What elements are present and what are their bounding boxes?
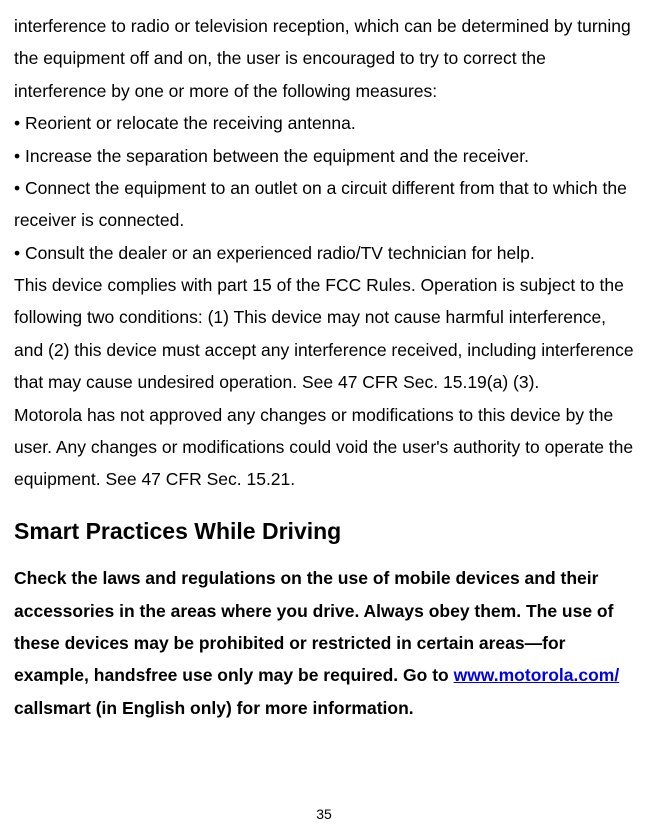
bold-text-post: (in English only) for more information. [96, 698, 414, 718]
bullet-separation: • Increase the separation between the eq… [14, 140, 640, 172]
document-body: interference to radio or television rece… [14, 10, 640, 724]
heading-smart-practices: Smart Practices While Driving [14, 510, 640, 553]
page-number: 35 [0, 806, 648, 822]
bullet-consult: • Consult the dealer or an experienced r… [14, 237, 640, 269]
paragraph-interference: interference to radio or television rece… [14, 10, 640, 107]
paragraph-fcc: This device complies with part 15 of the… [14, 269, 640, 399]
bullet-reorient: • Reorient or relocate the receiving ant… [14, 107, 640, 139]
link-motorola[interactable]: www.motorola.com/ [454, 665, 620, 685]
bullet-connect: • Connect the equipment to an outlet on … [14, 172, 640, 237]
bold-text-mid: callsmart [14, 698, 96, 718]
paragraph-motorola: Motorola has not approved any changes or… [14, 399, 640, 496]
paragraph-laws: Check the laws and regulations on the us… [14, 562, 640, 724]
